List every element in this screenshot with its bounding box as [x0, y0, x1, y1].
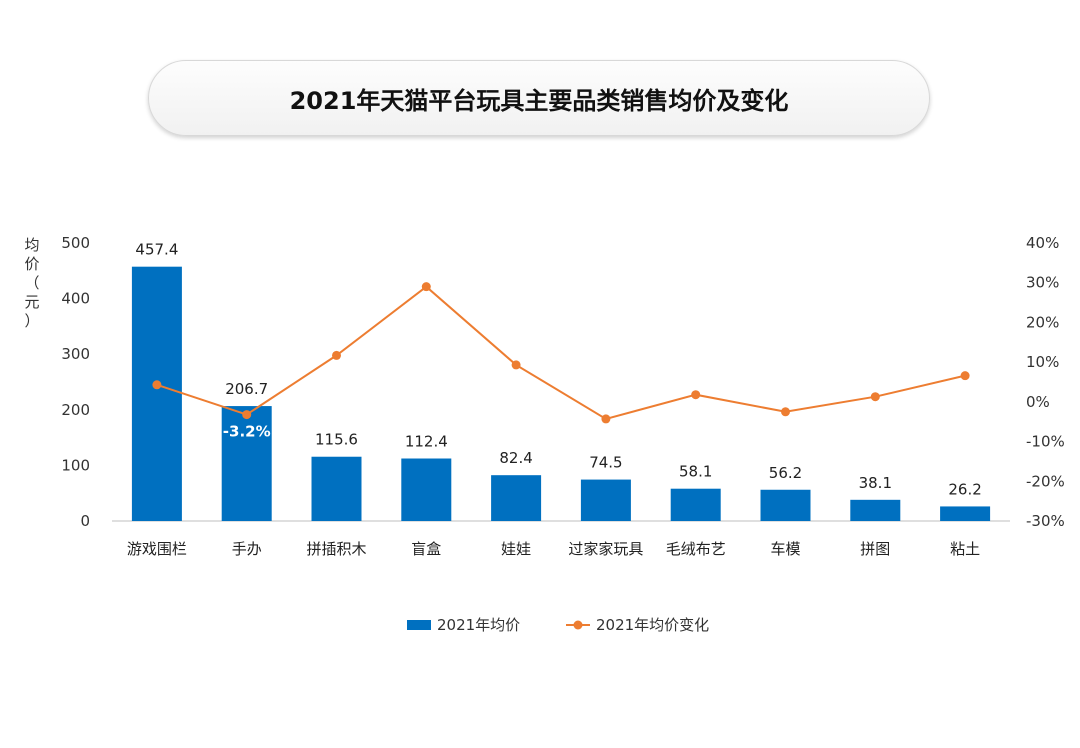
bar: [221, 406, 272, 521]
bars-group: [131, 266, 991, 521]
legend-group: 2021年均价 2021年均价变化: [407, 616, 709, 634]
legend-bar-label: 2021年均价: [437, 616, 520, 634]
change-point: [332, 350, 341, 360]
bar: [580, 479, 631, 521]
y-tick-label: 500: [61, 234, 90, 252]
y2-tick-label: 30%: [1026, 274, 1059, 292]
y-axis-label-char: ）: [24, 312, 39, 330]
bar: [131, 266, 182, 521]
change-point: [242, 410, 252, 420]
change-line: [156, 285, 966, 421]
x-tick-label: 手办: [232, 540, 262, 558]
x-tick-label: 盲盒: [411, 540, 441, 558]
labels-group: 457.4 206.7 115.6 112.4 82.4 74.5 58.1 56.2 38.1…: [135, 241, 981, 499]
x-tick-label: 粘土: [950, 540, 980, 558]
y2-tick-label: 20%: [1026, 313, 1059, 331]
x-tick-label: 过家家玩具: [568, 540, 643, 558]
change-point: [781, 407, 790, 417]
x-tick-label: 游戏围栏: [127, 540, 187, 558]
x-tick-label: 拼图: [860, 540, 890, 558]
y-axis-label-char: 均: [24, 236, 39, 254]
y2-tick-label: 40%: [1026, 234, 1059, 252]
bar-value-label: 58.1: [679, 463, 712, 481]
y-axis-label-char: （: [24, 274, 39, 292]
change-highlight-label: -3.2%: [223, 423, 271, 441]
legend-line-label: 2021年均价变化: [596, 616, 709, 634]
y-tick-label: 0: [80, 512, 90, 530]
legend-bar-swatch: [407, 620, 431, 630]
y-tick-label: 300: [61, 345, 90, 363]
bar-value-label: 56.2: [769, 464, 802, 482]
x-tick-label: 毛绒布艺: [666, 540, 726, 558]
bar: [491, 475, 542, 521]
bar-value-label: 206.7: [225, 380, 268, 398]
y2-tick-label: -30%: [1026, 512, 1065, 530]
y-tick-label: 100: [61, 456, 90, 474]
change-point: [511, 360, 521, 370]
bar-value-label: 82.4: [499, 449, 532, 467]
bar: [760, 489, 811, 521]
change-point: [601, 414, 611, 424]
bar-value-label: 26.2: [948, 480, 981, 498]
axes-group: 0 100 200 300 400 500 -30% -20% -10% 0% 10% 20% 30% 4…: [24, 234, 1064, 558]
y2-tick-label: -20%: [1026, 472, 1065, 490]
x-tick-label: 拼插积木: [306, 540, 366, 558]
chart-title: 2021年天猫平台玩具主要品类销售均价及变化: [289, 86, 789, 115]
y2-tick-label: 10%: [1026, 353, 1059, 371]
bar-value-label: 115.6: [315, 431, 358, 449]
y-axis-label-char: 元: [24, 293, 39, 311]
change-point: [870, 392, 880, 402]
bar: [850, 499, 901, 521]
x-tick-label: 娃娃: [501, 540, 531, 558]
bar-value-label: 38.1: [859, 474, 892, 492]
chart-title-banner: 2021年天猫平台玩具主要品类销售均价及变化: [148, 60, 930, 136]
change-point: [960, 371, 970, 381]
bar-value-label: 112.4: [405, 433, 448, 451]
y2-tick-label: 0%: [1026, 393, 1050, 411]
y2-tick-label: -10%: [1026, 433, 1065, 451]
change-point: [691, 390, 701, 400]
bar-value-label: 457.4: [135, 241, 178, 259]
x-tick-label: 车模: [770, 540, 800, 558]
legend-line-marker: [573, 620, 583, 630]
y-tick-label: 400: [61, 290, 90, 308]
y-axis-label-char: 价: [24, 255, 39, 273]
bar: [311, 456, 362, 521]
bar: [670, 488, 721, 521]
change-point: [152, 380, 162, 390]
bar: [940, 506, 991, 521]
bar: [401, 458, 452, 521]
line-group: [152, 282, 970, 424]
bar-value-label: 74.5: [589, 454, 622, 472]
change-point: [421, 282, 431, 292]
y-tick-label: 200: [61, 401, 90, 419]
